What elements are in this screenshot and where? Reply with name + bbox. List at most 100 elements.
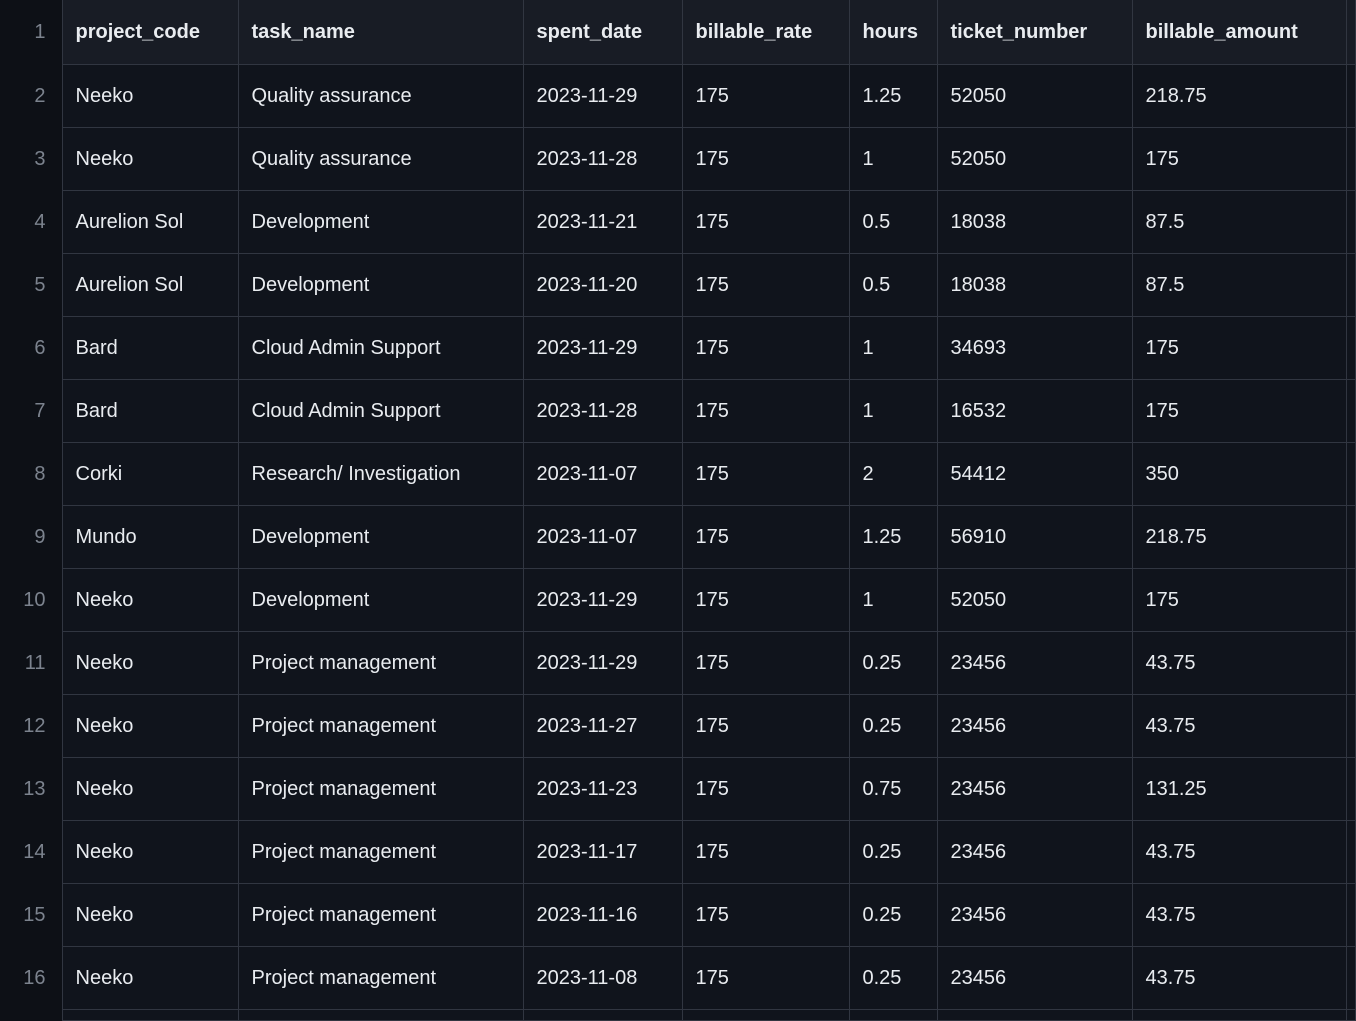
cell-spent-date[interactable]: 2023-11-16 (522, 883, 683, 947)
cell-hours[interactable]: 0.5 (848, 253, 938, 317)
cell-task-name[interactable]: Quality assurance (237, 64, 524, 128)
cell-billable-rate[interactable] (681, 1009, 850, 1021)
cell-spent-date[interactable]: 2023-11-20 (522, 253, 683, 317)
cell-hours[interactable]: 1 (848, 316, 938, 380)
cell-billable-amount[interactable]: 43.75 (1131, 631, 1347, 695)
cell-billable-rate[interactable]: 175 (681, 946, 850, 1010)
cell-spent-date[interactable]: 2023-11-29 (522, 316, 683, 380)
cell-hours[interactable]: 0.75 (848, 757, 938, 821)
cell-task-name[interactable]: Development (237, 505, 524, 569)
row-number[interactable] (0, 1009, 62, 1021)
cell-billable-rate[interactable]: 175 (681, 127, 850, 191)
row-number[interactable]: 11 (0, 631, 62, 695)
cell-project-code[interactable]: Neeko (61, 757, 239, 821)
cell-hours[interactable]: 2 (848, 442, 938, 506)
cell-project-code[interactable]: Bard (61, 379, 239, 443)
column-header-project-code[interactable]: project_code (61, 0, 239, 65)
cell-project-code[interactable]: Bard (61, 316, 239, 380)
cell-billable-rate[interactable]: 175 (681, 379, 850, 443)
row-number[interactable]: 16 (0, 946, 62, 1010)
cell-task-name[interactable]: Project management (237, 883, 524, 947)
cell-task-name[interactable]: Cloud Admin Support (237, 316, 524, 380)
cell-ticket-number[interactable]: 16532 (936, 379, 1133, 443)
cell-hours[interactable]: 1 (848, 127, 938, 191)
row-number[interactable]: 10 (0, 568, 62, 632)
cell-project-code[interactable] (61, 1009, 239, 1021)
cell-spent-date[interactable] (522, 1009, 683, 1021)
row-number-header[interactable]: 1 (0, 0, 62, 65)
cell-project-code[interactable]: Mundo (61, 505, 239, 569)
cell-spent-date[interactable]: 2023-11-29 (522, 64, 683, 128)
cell-ticket-number[interactable]: 23456 (936, 946, 1133, 1010)
column-header-task-name[interactable]: task_name (237, 0, 524, 65)
cell-ticket-number[interactable]: 23456 (936, 883, 1133, 947)
cell-billable-rate[interactable]: 175 (681, 64, 850, 128)
cell-task-name[interactable]: Project management (237, 757, 524, 821)
cell-task-name[interactable]: Quality assurance (237, 127, 524, 191)
cell-ticket-number[interactable]: 23456 (936, 757, 1133, 821)
cell-spent-date[interactable]: 2023-11-27 (522, 694, 683, 758)
cell-project-code[interactable]: Neeko (61, 946, 239, 1010)
cell-hours[interactable]: 0.25 (848, 820, 938, 884)
row-number[interactable]: 4 (0, 190, 62, 254)
cell-project-code[interactable]: Neeko (61, 631, 239, 695)
row-number[interactable]: 5 (0, 253, 62, 317)
row-number[interactable]: 15 (0, 883, 62, 947)
cell-spent-date[interactable]: 2023-11-29 (522, 631, 683, 695)
cell-billable-amount[interactable]: 175 (1131, 127, 1347, 191)
column-header-hours[interactable]: hours (848, 0, 938, 65)
cell-spent-date[interactable]: 2023-11-21 (522, 190, 683, 254)
column-header-ticket-number[interactable]: ticket_number (936, 0, 1133, 65)
cell-spent-date[interactable]: 2023-11-23 (522, 757, 683, 821)
cell-project-code[interactable]: Neeko (61, 883, 239, 947)
cell-task-name[interactable]: Project management (237, 694, 524, 758)
cell-task-name[interactable]: Project management (237, 631, 524, 695)
cell-billable-amount[interactable]: 43.75 (1131, 883, 1347, 947)
cell-spent-date[interactable]: 2023-11-08 (522, 946, 683, 1010)
cell-billable-rate[interactable]: 175 (681, 253, 850, 317)
cell-billable-amount[interactable]: 131.25 (1131, 757, 1347, 821)
cell-hours[interactable]: 0.25 (848, 694, 938, 758)
row-number[interactable]: 2 (0, 64, 62, 128)
cell-billable-amount[interactable]: 350 (1131, 442, 1347, 506)
cell-spent-date[interactable]: 2023-11-28 (522, 379, 683, 443)
row-number[interactable]: 14 (0, 820, 62, 884)
cell-project-code[interactable]: Aurelion Sol (61, 190, 239, 254)
cell-billable-rate[interactable]: 175 (681, 505, 850, 569)
cell-hours[interactable]: 1.25 (848, 505, 938, 569)
cell-ticket-number[interactable]: 18038 (936, 253, 1133, 317)
cell-billable-amount[interactable]: 43.75 (1131, 946, 1347, 1010)
row-number[interactable]: 8 (0, 442, 62, 506)
cell-billable-amount[interactable]: 175 (1131, 316, 1347, 380)
cell-ticket-number[interactable]: 52050 (936, 64, 1133, 128)
cell-ticket-number[interactable]: 23456 (936, 694, 1133, 758)
cell-ticket-number[interactable]: 18038 (936, 190, 1133, 254)
cell-billable-amount[interactable]: 218.75 (1131, 505, 1347, 569)
cell-billable-rate[interactable]: 175 (681, 631, 850, 695)
cell-spent-date[interactable]: 2023-11-28 (522, 127, 683, 191)
cell-billable-rate[interactable]: 175 (681, 820, 850, 884)
cell-hours[interactable]: 1 (848, 379, 938, 443)
column-header-billable-amount[interactable]: billable_amount (1131, 0, 1347, 65)
cell-spent-date[interactable]: 2023-11-29 (522, 568, 683, 632)
cell-task-name[interactable]: Development (237, 253, 524, 317)
cell-project-code[interactable]: Aurelion Sol (61, 253, 239, 317)
row-number[interactable]: 6 (0, 316, 62, 380)
cell-billable-rate[interactable]: 175 (681, 694, 850, 758)
cell-billable-amount[interactable]: 218.75 (1131, 64, 1347, 128)
cell-billable-rate[interactable]: 175 (681, 883, 850, 947)
cell-hours[interactable]: 0.25 (848, 883, 938, 947)
cell-task-name[interactable] (237, 1009, 524, 1021)
cell-task-name[interactable]: Development (237, 190, 524, 254)
row-number[interactable]: 13 (0, 757, 62, 821)
cell-hours[interactable]: 0.5 (848, 190, 938, 254)
cell-task-name[interactable]: Research/ Investigation (237, 442, 524, 506)
row-number[interactable]: 9 (0, 505, 62, 569)
cell-ticket-number[interactable]: 54412 (936, 442, 1133, 506)
cell-hours[interactable]: 0.25 (848, 946, 938, 1010)
cell-billable-rate[interactable]: 175 (681, 442, 850, 506)
cell-billable-rate[interactable]: 175 (681, 190, 850, 254)
cell-project-code[interactable]: Neeko (61, 64, 239, 128)
cell-ticket-number[interactable]: 52050 (936, 568, 1133, 632)
cell-project-code[interactable]: Neeko (61, 127, 239, 191)
